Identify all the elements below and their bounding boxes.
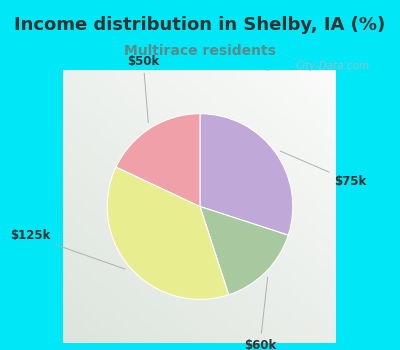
Wedge shape: [107, 167, 229, 299]
Text: Multirace residents: Multirace residents: [124, 44, 276, 58]
Wedge shape: [116, 114, 200, 206]
Text: $50k: $50k: [127, 55, 159, 122]
Wedge shape: [200, 206, 288, 295]
Text: $60k: $60k: [244, 277, 276, 350]
Text: $75k: $75k: [280, 151, 367, 188]
Wedge shape: [200, 114, 293, 235]
Text: City-Data.com: City-Data.com: [295, 61, 369, 71]
Text: Income distribution in Shelby, IA (%): Income distribution in Shelby, IA (%): [14, 16, 386, 34]
Text: $125k: $125k: [10, 230, 125, 269]
